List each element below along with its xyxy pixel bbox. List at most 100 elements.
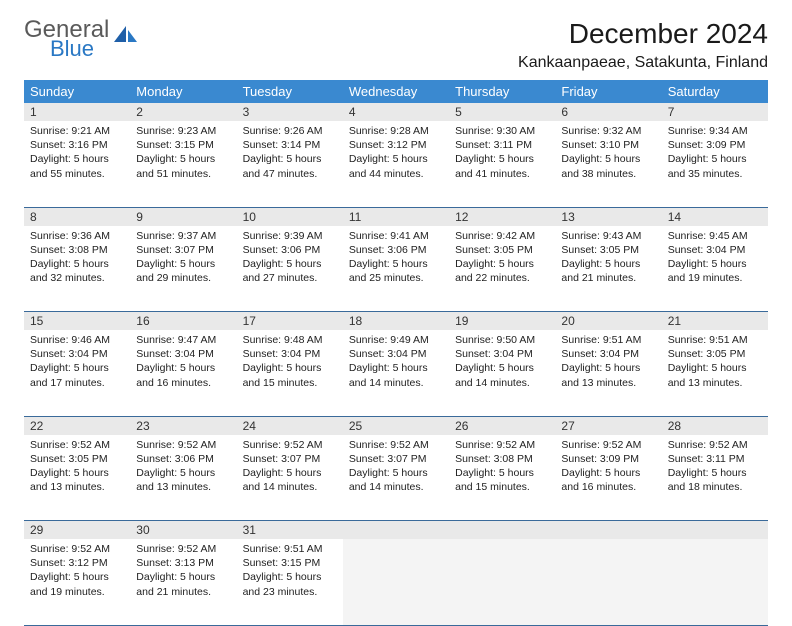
day-number-cell: 20: [555, 312, 661, 331]
day-cell: Sunrise: 9:30 AMSunset: 3:11 PMDaylight:…: [449, 121, 555, 207]
weekday-header: Thursday: [449, 80, 555, 103]
day-cell: Sunrise: 9:21 AMSunset: 3:16 PMDaylight:…: [24, 121, 130, 207]
day-details: Sunrise: 9:50 AMSunset: 3:04 PMDaylight:…: [449, 330, 555, 394]
day-details: Sunrise: 9:43 AMSunset: 3:05 PMDaylight:…: [555, 226, 661, 290]
day-number-cell: 7: [662, 103, 768, 121]
day-details: Sunrise: 9:28 AMSunset: 3:12 PMDaylight:…: [343, 121, 449, 185]
day-number-cell: [449, 521, 555, 540]
day-details: Sunrise: 9:52 AMSunset: 3:07 PMDaylight:…: [343, 435, 449, 499]
day-number-cell: 16: [130, 312, 236, 331]
day-number-cell: 8: [24, 207, 130, 226]
day-number-row: 15161718192021: [24, 312, 768, 331]
day-details: Sunrise: 9:30 AMSunset: 3:11 PMDaylight:…: [449, 121, 555, 185]
day-number-row: 891011121314: [24, 207, 768, 226]
day-cell: Sunrise: 9:48 AMSunset: 3:04 PMDaylight:…: [237, 330, 343, 416]
day-number-cell: 18: [343, 312, 449, 331]
day-cell: Sunrise: 9:52 AMSunset: 3:13 PMDaylight:…: [130, 539, 236, 625]
day-number-cell: 21: [662, 312, 768, 331]
weekday-header: Tuesday: [237, 80, 343, 103]
location-text: Kankaanpaeae, Satakunta, Finland: [518, 54, 768, 72]
day-cell: Sunrise: 9:28 AMSunset: 3:12 PMDaylight:…: [343, 121, 449, 207]
day-details: Sunrise: 9:52 AMSunset: 3:05 PMDaylight:…: [24, 435, 130, 499]
day-details: Sunrise: 9:52 AMSunset: 3:12 PMDaylight:…: [24, 539, 130, 603]
day-number-row: 22232425262728: [24, 416, 768, 435]
day-content-row: Sunrise: 9:46 AMSunset: 3:04 PMDaylight:…: [24, 330, 768, 416]
day-number-cell: 6: [555, 103, 661, 121]
day-number-cell: [662, 521, 768, 540]
day-details: Sunrise: 9:23 AMSunset: 3:15 PMDaylight:…: [130, 121, 236, 185]
day-number-cell: 4: [343, 103, 449, 121]
day-number-cell: 9: [130, 207, 236, 226]
day-number-cell: 12: [449, 207, 555, 226]
day-details: Sunrise: 9:52 AMSunset: 3:07 PMDaylight:…: [237, 435, 343, 499]
day-cell: Sunrise: 9:45 AMSunset: 3:04 PMDaylight:…: [662, 226, 768, 312]
day-number-cell: 2: [130, 103, 236, 121]
day-content-row: Sunrise: 9:52 AMSunset: 3:05 PMDaylight:…: [24, 435, 768, 521]
weekday-header-row: SundayMondayTuesdayWednesdayThursdayFrid…: [24, 80, 768, 103]
day-details: Sunrise: 9:52 AMSunset: 3:06 PMDaylight:…: [130, 435, 236, 499]
day-cell: Sunrise: 9:52 AMSunset: 3:11 PMDaylight:…: [662, 435, 768, 521]
day-details: Sunrise: 9:46 AMSunset: 3:04 PMDaylight:…: [24, 330, 130, 394]
day-number-cell: 13: [555, 207, 661, 226]
day-cell: Sunrise: 9:52 AMSunset: 3:07 PMDaylight:…: [343, 435, 449, 521]
day-number-cell: 17: [237, 312, 343, 331]
header: General Blue December 2024 Kankaanpaeae,…: [24, 18, 768, 72]
day-content-row: Sunrise: 9:21 AMSunset: 3:16 PMDaylight:…: [24, 121, 768, 207]
day-number-cell: 27: [555, 416, 661, 435]
day-details: Sunrise: 9:42 AMSunset: 3:05 PMDaylight:…: [449, 226, 555, 290]
day-cell: Sunrise: 9:26 AMSunset: 3:14 PMDaylight:…: [237, 121, 343, 207]
calendar-table: SundayMondayTuesdayWednesdayThursdayFrid…: [24, 80, 768, 626]
day-cell: Sunrise: 9:52 AMSunset: 3:08 PMDaylight:…: [449, 435, 555, 521]
day-number-cell: 23: [130, 416, 236, 435]
day-number-cell: 22: [24, 416, 130, 435]
day-cell: Sunrise: 9:52 AMSunset: 3:05 PMDaylight:…: [24, 435, 130, 521]
day-cell: Sunrise: 9:52 AMSunset: 3:09 PMDaylight:…: [555, 435, 661, 521]
day-number-cell: 14: [662, 207, 768, 226]
day-details: Sunrise: 9:52 AMSunset: 3:11 PMDaylight:…: [662, 435, 768, 499]
day-cell: [662, 539, 768, 625]
day-content-row: Sunrise: 9:52 AMSunset: 3:12 PMDaylight:…: [24, 539, 768, 625]
sail-icon: [113, 24, 139, 51]
day-number-cell: 3: [237, 103, 343, 121]
day-number-cell: 24: [237, 416, 343, 435]
weekday-header: Friday: [555, 80, 661, 103]
day-cell: Sunrise: 9:37 AMSunset: 3:07 PMDaylight:…: [130, 226, 236, 312]
day-details: Sunrise: 9:45 AMSunset: 3:04 PMDaylight:…: [662, 226, 768, 290]
day-details: Sunrise: 9:37 AMSunset: 3:07 PMDaylight:…: [130, 226, 236, 290]
day-details: Sunrise: 9:26 AMSunset: 3:14 PMDaylight:…: [237, 121, 343, 185]
day-details: Sunrise: 9:51 AMSunset: 3:04 PMDaylight:…: [555, 330, 661, 394]
day-number-cell: 26: [449, 416, 555, 435]
day-details: Sunrise: 9:52 AMSunset: 3:13 PMDaylight:…: [130, 539, 236, 603]
day-details: Sunrise: 9:39 AMSunset: 3:06 PMDaylight:…: [237, 226, 343, 290]
weekday-header: Saturday: [662, 80, 768, 103]
day-cell: Sunrise: 9:52 AMSunset: 3:12 PMDaylight:…: [24, 539, 130, 625]
day-content-row: Sunrise: 9:36 AMSunset: 3:08 PMDaylight:…: [24, 226, 768, 312]
day-cell: Sunrise: 9:23 AMSunset: 3:15 PMDaylight:…: [130, 121, 236, 207]
day-cell: Sunrise: 9:51 AMSunset: 3:15 PMDaylight:…: [237, 539, 343, 625]
day-cell: Sunrise: 9:52 AMSunset: 3:07 PMDaylight:…: [237, 435, 343, 521]
day-cell: Sunrise: 9:43 AMSunset: 3:05 PMDaylight:…: [555, 226, 661, 312]
day-cell: [343, 539, 449, 625]
day-cell: Sunrise: 9:41 AMSunset: 3:06 PMDaylight:…: [343, 226, 449, 312]
day-number-row: 1234567: [24, 103, 768, 121]
day-cell: Sunrise: 9:39 AMSunset: 3:06 PMDaylight:…: [237, 226, 343, 312]
day-details: Sunrise: 9:34 AMSunset: 3:09 PMDaylight:…: [662, 121, 768, 185]
day-number-cell: [343, 521, 449, 540]
day-number-cell: 30: [130, 521, 236, 540]
weekday-header: Wednesday: [343, 80, 449, 103]
day-cell: Sunrise: 9:51 AMSunset: 3:04 PMDaylight:…: [555, 330, 661, 416]
day-number-cell: 28: [662, 416, 768, 435]
day-number-cell: 5: [449, 103, 555, 121]
day-number-row: 293031: [24, 521, 768, 540]
day-cell: [449, 539, 555, 625]
day-cell: Sunrise: 9:42 AMSunset: 3:05 PMDaylight:…: [449, 226, 555, 312]
title-block: December 2024 Kankaanpaeae, Satakunta, F…: [518, 18, 768, 72]
day-number-cell: 15: [24, 312, 130, 331]
day-number-cell: 19: [449, 312, 555, 331]
day-details: Sunrise: 9:51 AMSunset: 3:15 PMDaylight:…: [237, 539, 343, 603]
day-details: Sunrise: 9:41 AMSunset: 3:06 PMDaylight:…: [343, 226, 449, 290]
day-number-cell: [555, 521, 661, 540]
day-details: Sunrise: 9:36 AMSunset: 3:08 PMDaylight:…: [24, 226, 130, 290]
day-details: Sunrise: 9:48 AMSunset: 3:04 PMDaylight:…: [237, 330, 343, 394]
day-details: Sunrise: 9:51 AMSunset: 3:05 PMDaylight:…: [662, 330, 768, 394]
